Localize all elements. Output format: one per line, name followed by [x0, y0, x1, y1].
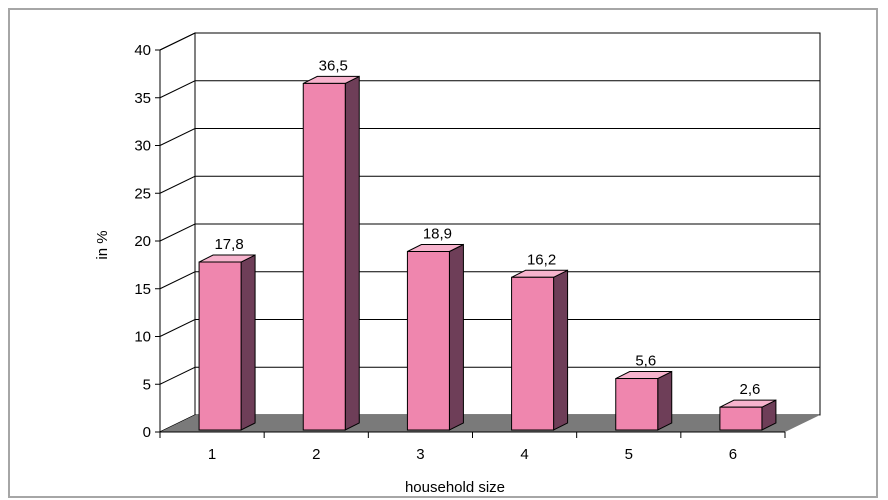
bar-front — [719, 406, 763, 431]
data-label: 16,2 — [527, 251, 556, 268]
y-axis-label: in % — [94, 230, 111, 259]
bar-front — [615, 378, 659, 431]
bar-side — [553, 269, 569, 431]
y-tick-label: 5 — [143, 376, 151, 393]
x-axis-label: household size — [405, 479, 505, 496]
gridline — [159, 319, 820, 337]
bar-side — [657, 370, 673, 431]
bar-side — [448, 243, 464, 431]
y-tick-label: 10 — [134, 329, 151, 346]
bar — [615, 370, 673, 431]
data-label: 2,6 — [739, 381, 760, 398]
bar-side — [344, 75, 360, 431]
x-tick-label: 6 — [729, 446, 737, 463]
axes: 0 5 10 15 20 25 30 35 40 — [134, 42, 786, 441]
gridline — [159, 366, 820, 385]
bar — [719, 399, 777, 431]
bar — [511, 269, 569, 431]
data-label: 18,9 — [423, 226, 452, 243]
gridline — [159, 32, 820, 51]
gridline — [159, 271, 820, 290]
x-tick-label: 3 — [416, 446, 424, 463]
gridline — [159, 80, 820, 99]
data-label: 5,6 — [635, 353, 656, 370]
y-tick-label: 25 — [134, 185, 151, 202]
bar-front — [302, 82, 346, 431]
y-tick-label: 20 — [134, 233, 151, 250]
bar — [198, 254, 256, 431]
bar-front — [406, 251, 450, 431]
data-label: 17,8 — [214, 236, 243, 253]
bar-front — [198, 261, 242, 431]
y-tick-label: 35 — [134, 90, 151, 107]
bar-side — [240, 254, 256, 431]
labels: 17,8 1 36,5 2 18,9 3 16,2 4 5,6 5 2,6 6 — [208, 57, 760, 463]
y-tick-label: 15 — [134, 281, 151, 298]
y-tick-label: 30 — [134, 138, 151, 155]
y-tick-label: 0 — [143, 424, 151, 441]
bar — [302, 75, 360, 431]
gridline — [159, 175, 820, 194]
x-tick-label: 2 — [312, 446, 320, 463]
bars — [198, 75, 777, 431]
bar-front — [511, 276, 555, 431]
gridline — [159, 223, 820, 242]
x-tick-label: 4 — [520, 446, 528, 463]
data-label: 36,5 — [319, 57, 348, 74]
y-tick-label: 40 — [134, 42, 151, 59]
x-tick-label: 1 — [208, 446, 216, 463]
chart-walls — [159, 32, 821, 433]
gridline — [159, 128, 820, 146]
bar — [406, 243, 464, 431]
x-tick-label: 5 — [625, 446, 633, 463]
